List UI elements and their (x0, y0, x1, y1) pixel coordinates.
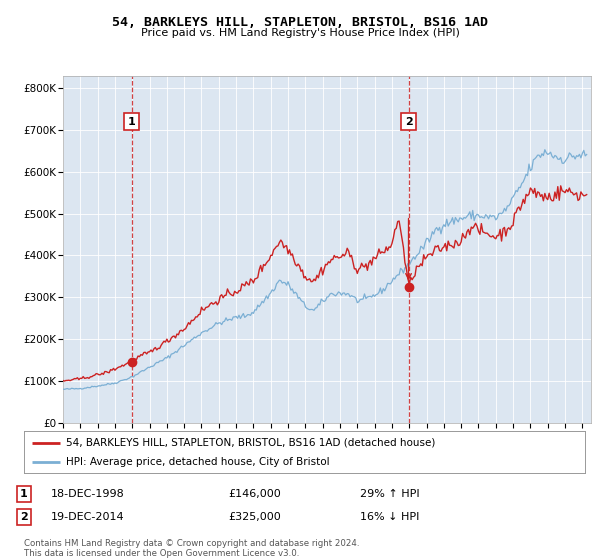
Text: 2: 2 (404, 116, 412, 127)
Text: 2: 2 (20, 512, 28, 522)
Text: Price paid vs. HM Land Registry's House Price Index (HPI): Price paid vs. HM Land Registry's House … (140, 28, 460, 38)
Text: 54, BARKLEYS HILL, STAPLETON, BRISTOL, BS16 1AD: 54, BARKLEYS HILL, STAPLETON, BRISTOL, B… (112, 16, 488, 29)
Text: 16% ↓ HPI: 16% ↓ HPI (360, 512, 419, 522)
Text: 1: 1 (128, 116, 136, 127)
Text: £325,000: £325,000 (228, 512, 281, 522)
Text: 19-DEC-2014: 19-DEC-2014 (51, 512, 125, 522)
Text: 29% ↑ HPI: 29% ↑ HPI (360, 489, 419, 499)
Text: HPI: Average price, detached house, City of Bristol: HPI: Average price, detached house, City… (66, 457, 330, 467)
Text: £146,000: £146,000 (228, 489, 281, 499)
Text: 1: 1 (20, 489, 28, 499)
Text: Contains HM Land Registry data © Crown copyright and database right 2024.
This d: Contains HM Land Registry data © Crown c… (24, 539, 359, 558)
Text: 18-DEC-1998: 18-DEC-1998 (51, 489, 125, 499)
Text: 54, BARKLEYS HILL, STAPLETON, BRISTOL, BS16 1AD (detached house): 54, BARKLEYS HILL, STAPLETON, BRISTOL, B… (66, 437, 436, 447)
